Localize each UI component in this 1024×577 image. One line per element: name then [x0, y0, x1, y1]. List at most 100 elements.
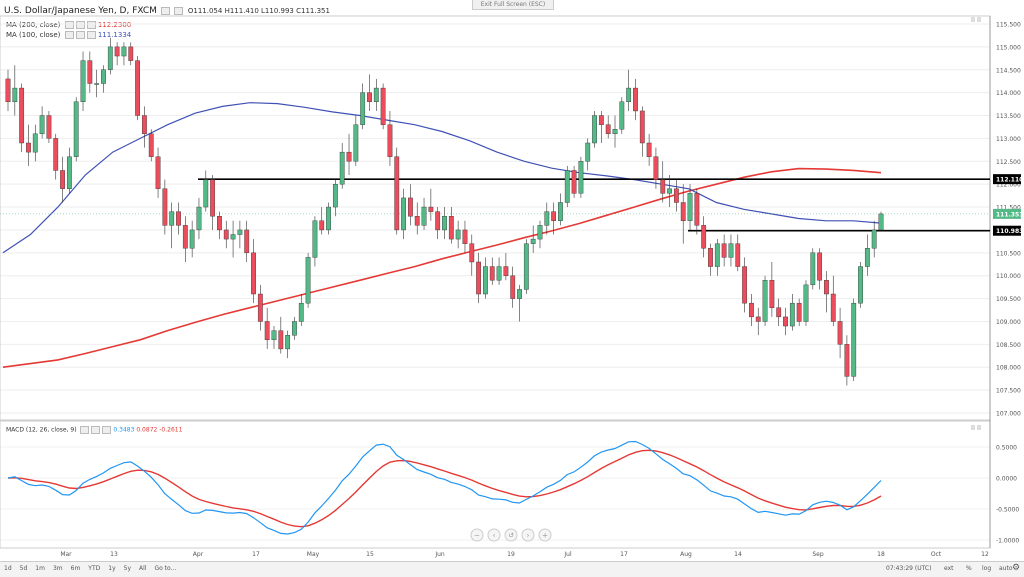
auto-toggle[interactable]: auto	[999, 565, 1013, 572]
candle-body	[571, 170, 577, 194]
candle-body	[162, 188, 168, 226]
macd-close-icon[interactable]	[102, 426, 112, 434]
macd-label[interactable]: MACD (12, 26, close, 9)	[6, 426, 77, 434]
candle-body	[864, 248, 870, 267]
ma200-legend: MA (200, close) 112.2300	[6, 21, 131, 29]
macd-pane-maximize-icon[interactable]	[971, 425, 975, 430]
ma200-line	[2, 167, 882, 368]
candle-body	[401, 197, 406, 231]
candle-body	[585, 142, 591, 162]
candle-body	[66, 156, 72, 189]
horizontal-lines	[0, 178, 990, 232]
price-tick-label: 108.000	[996, 365, 1021, 372]
ext-toggle[interactable]: ext	[944, 565, 954, 572]
candle-body	[639, 110, 645, 144]
legend-settings-button[interactable]	[161, 7, 171, 15]
exit-full-screen-button[interactable]: Exit Full Screen (ESC)	[472, 0, 554, 10]
candle-body	[257, 293, 263, 322]
period-button-all[interactable]: All	[139, 565, 147, 572]
price-tick-label: 114.000	[996, 90, 1021, 97]
candle-body	[394, 156, 400, 231]
legend-hide-button[interactable]	[174, 7, 184, 15]
candle-body	[803, 284, 809, 322]
macd-signal-line	[7, 449, 882, 528]
price-level-badge	[993, 208, 1021, 219]
candle-body	[346, 151, 352, 162]
price-level-label: 110.983	[996, 228, 1023, 235]
candle-body	[694, 193, 700, 226]
ma200-label[interactable]: MA (200, close)	[6, 21, 61, 29]
candle-body	[326, 206, 331, 231]
log-toggle[interactable]: log	[982, 565, 992, 572]
candle-body	[442, 216, 447, 231]
candle-body	[332, 183, 338, 208]
period-button-3m[interactable]: 3m	[52, 565, 63, 572]
candle-body	[121, 46, 127, 57]
candle-body	[114, 46, 120, 57]
price-tick-label: 113.500	[996, 113, 1021, 120]
period-button-5d[interactable]: 5d	[19, 565, 28, 572]
chart-nav-button[interactable]	[504, 528, 518, 542]
ma100-settings-icon[interactable]	[75, 31, 85, 39]
ma200-settings-icon[interactable]	[75, 21, 85, 29]
price-tick-label: 110.000	[996, 273, 1021, 280]
period-button-1y[interactable]: 1y	[108, 565, 116, 572]
price-chart[interactable]: 115.500 115.000 114.500 114.000 113.500 113.0…	[0, 0, 1024, 561]
candle-body	[380, 87, 386, 125]
macd-line	[7, 440, 882, 535]
bottom-toolbar: 1d 5d 1m 3m 6m YTD 1y 5y All Go to... 07:43:29 (U…	[0, 561, 1024, 577]
ma100-eye-icon[interactable]	[64, 31, 74, 39]
macd-pane-close-icon[interactable]	[977, 425, 981, 430]
ma100-label[interactable]: MA (100, close)	[6, 31, 61, 39]
candle-body	[142, 115, 147, 135]
period-button-goto[interactable]: Go to...	[154, 565, 177, 572]
gear-icon[interactable]: ⚙	[1012, 563, 1021, 573]
candle-body	[421, 206, 427, 226]
time-tick-label: Sep	[812, 551, 824, 558]
chart-nav-button[interactable]	[538, 528, 552, 542]
price-tick-label: 112.500	[996, 159, 1021, 166]
period-button-5y[interactable]: 5y	[123, 565, 131, 572]
candle-body	[373, 87, 379, 102]
macd-eye-icon[interactable]	[80, 426, 90, 434]
high-value: H111.410	[224, 7, 259, 15]
candle-body	[551, 211, 557, 221]
candle-body	[448, 216, 454, 240]
price-tick-label: 107.500	[996, 388, 1021, 395]
candle-body	[278, 330, 284, 350]
candle-body	[755, 316, 761, 322]
ma100-value: 111.1334	[97, 31, 132, 39]
chart-nav-button[interactable]	[470, 528, 484, 542]
chart-nav-button[interactable]	[521, 528, 535, 542]
macd-tick-label: -0.5000	[996, 507, 1019, 514]
price-tick-label: 113.000	[996, 136, 1021, 143]
candle-body	[701, 225, 707, 249]
candle-body	[496, 266, 502, 281]
macd-settings-icon[interactable]	[91, 426, 101, 434]
candle-body	[244, 229, 250, 254]
candle-body	[5, 78, 11, 103]
candle-body	[285, 335, 291, 350]
symbol-title[interactable]: U.S. Dollar/Japanese Yen, D, FXCM	[4, 6, 157, 16]
candles	[5, 37, 884, 386]
period-button-ytd[interactable]: YTD	[88, 565, 101, 572]
percent-toggle[interactable]: %	[966, 565, 972, 572]
period-button-6m[interactable]: 6m	[70, 565, 81, 572]
time-tick-label: Jun	[434, 551, 445, 558]
ma200-close-icon[interactable]	[86, 21, 96, 29]
candle-body	[483, 266, 488, 295]
candle-body	[769, 280, 775, 308]
chart-nav-button[interactable]	[487, 528, 501, 542]
price-level-badge	[993, 225, 1021, 236]
pane-close-icon[interactable]	[977, 17, 981, 22]
ma100-close-icon[interactable]	[86, 31, 96, 39]
candle-body	[762, 280, 768, 322]
period-button-1d[interactable]: 1d	[4, 565, 12, 572]
macd-value-1: 0.3483	[113, 426, 135, 434]
candle-body	[469, 243, 475, 263]
price-tick-label: 112.000	[996, 182, 1021, 189]
ma200-eye-icon[interactable]	[64, 21, 74, 29]
chart-nav-icon: ↺	[508, 532, 514, 540]
pane-maximize-icon[interactable]	[971, 17, 975, 22]
period-button-1m[interactable]: 1m	[35, 565, 45, 572]
